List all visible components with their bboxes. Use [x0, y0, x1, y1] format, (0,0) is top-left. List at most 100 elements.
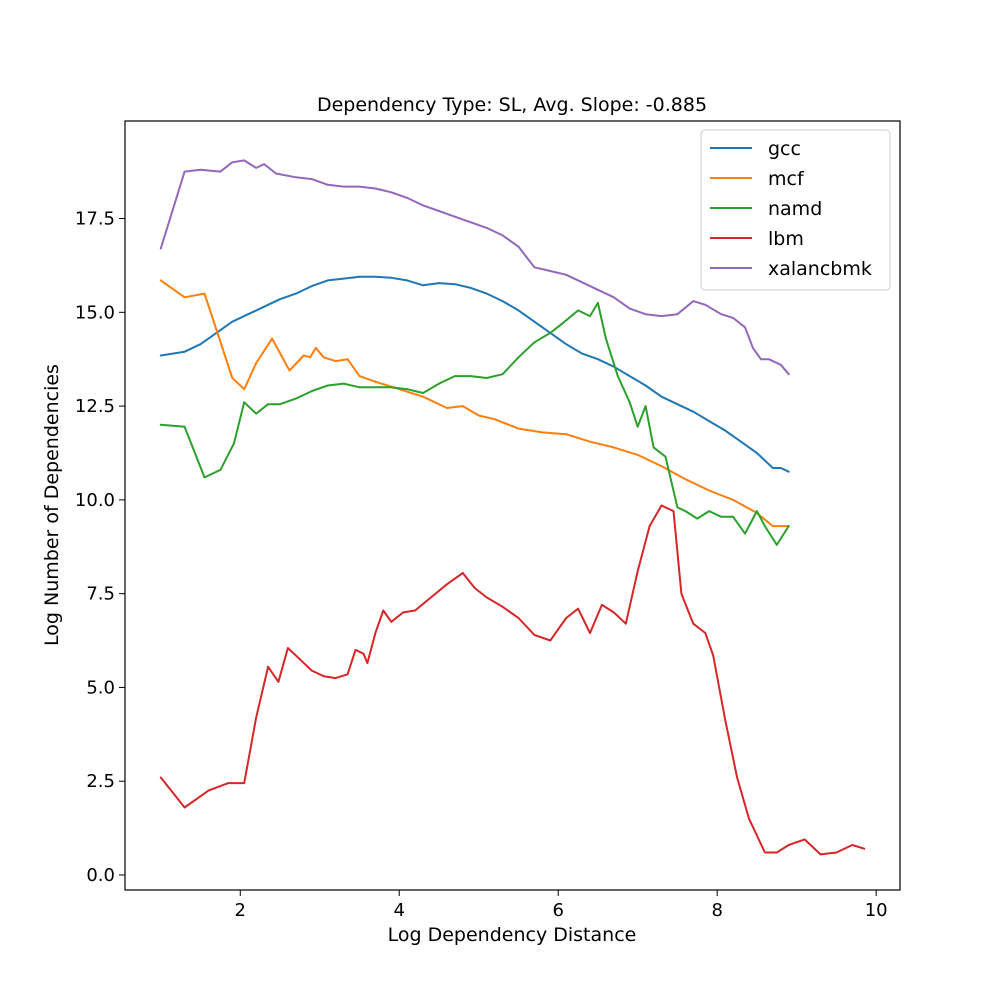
data-point-lbm [624, 622, 627, 625]
data-point-gcc [374, 275, 377, 278]
data-point-namd [219, 469, 222, 471]
data-point-gcc [279, 298, 281, 301]
data-point-gcc [628, 375, 631, 377]
data-point-gcc [771, 467, 774, 469]
data-point-namd [326, 384, 329, 387]
data-point-gcc [342, 277, 345, 280]
data-point-gcc [485, 292, 488, 295]
data-point-lbm [764, 851, 766, 854]
data-point-lbm [803, 838, 806, 841]
data-point-xalancbmk [326, 183, 329, 186]
data-point-mcf [446, 407, 448, 409]
data-point-namd [422, 392, 424, 394]
series-line-lbm [159, 504, 866, 856]
data-point-lbm [819, 853, 822, 856]
data-point-namd [358, 386, 361, 389]
data-point-xalancbmk [581, 281, 583, 284]
legend-label-namd: namd [768, 198, 822, 220]
data-point-mcf [309, 356, 312, 359]
data-point-lbm [577, 607, 579, 610]
data-point-mcf [612, 446, 615, 449]
data-point-xalancbmk [565, 273, 568, 276]
data-point-namd [485, 377, 488, 379]
data-point-gcc [469, 287, 472, 289]
series-lbm [159, 504, 866, 856]
data-point-namd [775, 544, 778, 546]
data-point-lbm [485, 596, 488, 599]
data-point-namd [549, 332, 552, 334]
data-point-mcf [422, 395, 424, 398]
data-point-lbm [334, 677, 337, 679]
legend-label-gcc: gcc [768, 138, 801, 160]
data-point-lbm [299, 658, 301, 661]
data-point-lbm [787, 844, 790, 846]
data-point-xalancbmk [660, 315, 663, 317]
data-point-lbm [680, 592, 683, 595]
data-point-gcc [724, 429, 726, 432]
data-point-lbm [446, 583, 448, 586]
data-point-xalancbmk [255, 167, 258, 169]
data-point-namd [684, 510, 687, 512]
data-point-gcc [779, 467, 782, 469]
data-point-lbm [430, 596, 432, 599]
data-point-xalancbmk [199, 168, 202, 171]
data-point-gcc [406, 279, 409, 282]
data-point-gcc [787, 470, 790, 473]
legend-label-lbm: lbm [768, 228, 804, 250]
data-point-gcc [517, 309, 520, 312]
data-point-gcc [501, 300, 504, 302]
data-point-mcf [346, 358, 349, 361]
data-point-mcf [231, 377, 234, 379]
data-point-lbm [589, 632, 591, 634]
y-tick-label: 12.5 [75, 396, 115, 417]
data-point-mcf [708, 489, 711, 492]
data-point-lbm [277, 680, 280, 683]
data-point-xalancbmk [219, 170, 222, 173]
series-xalancbmk [159, 159, 790, 376]
data-point-xalancbmk [676, 313, 679, 316]
data-point-namd [676, 506, 679, 509]
data-point-lbm [414, 609, 416, 612]
data-point-namd [406, 388, 409, 391]
legend-label-mcf: mcf [768, 168, 805, 190]
data-point-lbm [517, 617, 520, 619]
data-point-xalancbmk [390, 191, 393, 194]
data-point-gcc [692, 410, 695, 413]
data-point-gcc [231, 320, 234, 323]
data-point-lbm [863, 847, 866, 850]
data-point-mcf [636, 454, 639, 456]
series-namd [159, 301, 790, 546]
data-point-xalancbmk [779, 363, 782, 366]
data-point-xalancbmk [275, 172, 277, 175]
y-axis-label: Log Number of Dependencies [41, 364, 63, 646]
data-point-xalancbmk [310, 178, 313, 181]
data-point-xalancbmk [644, 313, 647, 316]
data-point-lbm [207, 789, 210, 792]
y-tick-label: 10.0 [75, 490, 115, 511]
data-point-xalancbmk [612, 296, 615, 299]
data-point-namd [589, 315, 591, 317]
data-point-namd [720, 515, 723, 518]
data-point-xalancbmk [183, 170, 186, 173]
data-point-lbm [692, 622, 695, 625]
data-point-mcf [565, 433, 568, 436]
data-point-xalancbmk [454, 215, 456, 218]
x-tick-label: 6 [552, 900, 563, 921]
data-point-xalancbmk [159, 247, 162, 250]
data-point-lbm [354, 649, 357, 651]
data-point-mcf [732, 499, 734, 501]
x-tick-label: 10 [865, 900, 888, 921]
data-point-mcf [314, 347, 317, 349]
data-point-namd [577, 309, 579, 312]
data-point-xalancbmk [597, 288, 599, 291]
data-point-xalancbmk [533, 266, 536, 269]
data-point-xalancbmk [485, 227, 488, 229]
data-point-mcf [334, 360, 337, 362]
y-tick-label: 0.0 [86, 865, 115, 886]
data-point-namd [454, 375, 456, 377]
data-point-gcc [263, 305, 265, 308]
data-point-lbm [461, 572, 464, 574]
series-line-namd [159, 301, 790, 546]
data-point-mcf [183, 296, 186, 299]
data-point-mcf [589, 440, 591, 443]
